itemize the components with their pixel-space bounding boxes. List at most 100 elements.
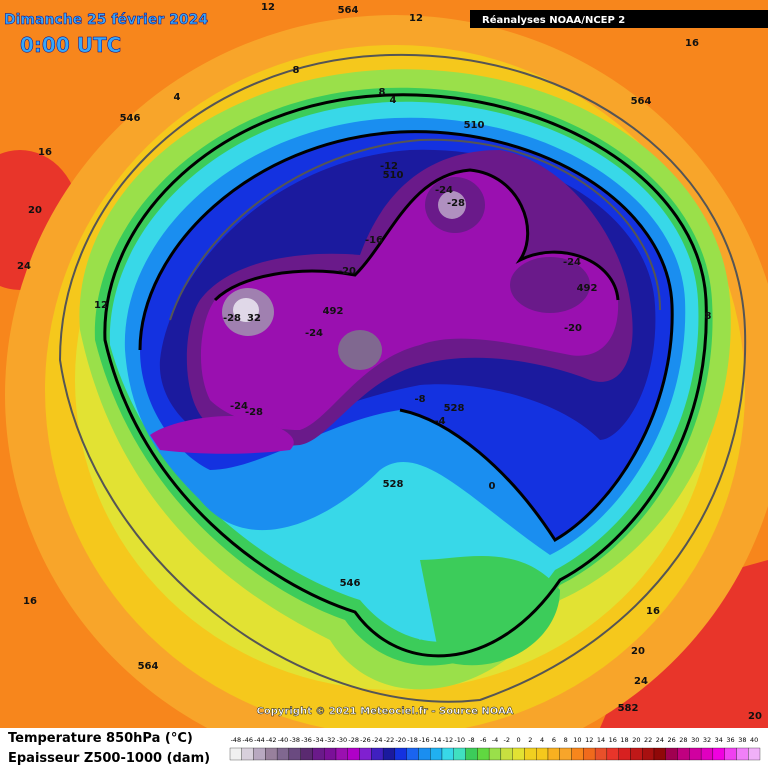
scale-swatch	[335, 747, 348, 761]
scale-label: -12	[443, 736, 454, 744]
thickness-lines	[58, 53, 747, 703]
contour-label: -12	[380, 161, 398, 172]
scale-label: 36	[726, 736, 734, 744]
scale-swatch	[748, 747, 761, 761]
scale-label: 4	[540, 736, 544, 744]
contour-label: 528	[444, 403, 465, 414]
contour-label: 546	[120, 113, 141, 124]
scale-swatch	[253, 747, 266, 761]
scale-swatch	[406, 747, 419, 761]
contour-label: -4	[434, 416, 445, 427]
scale-label: -48	[231, 736, 242, 744]
scale-swatch	[559, 747, 572, 761]
contour-label: -24	[230, 401, 248, 412]
scale-swatch	[488, 747, 502, 761]
scale-label: 32	[703, 736, 711, 744]
contour-label: 12	[261, 2, 275, 13]
contour-label: 492	[577, 283, 598, 294]
scale-swatch	[630, 747, 643, 761]
scale-label: -26	[360, 736, 371, 744]
contour-label: 8	[705, 311, 712, 322]
contour-label: 12	[409, 13, 423, 24]
contour-label: 16	[646, 606, 660, 617]
isotherms	[103, 93, 708, 658]
scale-swatch	[500, 747, 513, 761]
scale-swatch	[382, 747, 396, 761]
scale-label: -20	[395, 736, 406, 744]
scale-swatch	[571, 747, 584, 761]
scale-swatch	[359, 747, 372, 761]
scale-swatch	[689, 747, 702, 761]
scale-swatch	[712, 747, 725, 761]
scale-label: 6	[552, 736, 556, 744]
contour-label: -24	[563, 257, 581, 268]
contour-label: 20	[28, 205, 42, 216]
scale-swatch	[453, 747, 466, 761]
scale-label: 20	[632, 736, 640, 744]
contour-label: -28	[447, 198, 465, 209]
scale-label: 12	[585, 736, 593, 744]
scale-swatch	[677, 747, 690, 761]
scale-label: -38	[289, 736, 300, 744]
copyright: Copyright © 2021 Meteociel.fr - Source N…	[257, 706, 514, 717]
scale-swatch	[324, 747, 337, 761]
scale-label: -36	[301, 736, 312, 744]
contour-label: -24	[305, 328, 323, 339]
scale-swatch	[265, 747, 278, 761]
scale-swatch	[606, 747, 619, 761]
scale-swatch	[512, 747, 525, 761]
scale-swatch	[642, 747, 655, 761]
scale-swatch	[547, 747, 560, 761]
color-scale: -48 -46 -44 -42 -40 -38 -36 -34 -32 -30 -28 -26 -24-…	[229, 736, 761, 761]
contour-label: -20	[564, 323, 582, 334]
scale-label: -30	[337, 736, 348, 744]
scale-label: 40	[750, 736, 758, 744]
contour-label: 510	[464, 120, 485, 131]
scale-label: 18	[620, 736, 628, 744]
scale-label: -44	[254, 736, 265, 744]
scale-label: 24	[656, 736, 664, 744]
scale-swatch	[347, 747, 360, 761]
scale-label: -8	[468, 736, 474, 744]
contour-label: 24	[634, 676, 648, 687]
contour-label: 16	[685, 38, 699, 49]
scale-swatch	[536, 747, 549, 761]
scale-label: -34	[313, 736, 324, 744]
scale-swatch	[430, 747, 443, 761]
contour-label: -28	[245, 407, 263, 418]
scale-label: -24	[372, 736, 383, 744]
contour-label: 24	[17, 261, 31, 272]
scale-swatch	[229, 747, 242, 761]
scale-label: -42	[266, 736, 277, 744]
contour-label: 8	[379, 87, 386, 98]
contour-label: 4	[390, 95, 397, 106]
scale-swatch	[441, 747, 454, 761]
contour-label: -8	[414, 394, 425, 405]
date: Dimanche 25 février 2024	[4, 12, 208, 28]
scale-label: 14	[597, 736, 605, 744]
scale-label: -22	[384, 736, 395, 744]
scale-swatch	[465, 747, 478, 761]
scale-label: 0	[516, 736, 520, 744]
scale-label: 10	[573, 736, 581, 744]
contour-label: -24	[435, 185, 453, 196]
contour-label: 0	[489, 481, 496, 492]
scale-label: -14	[431, 736, 442, 744]
scale-label: -4	[492, 736, 498, 744]
contour-label: 32	[247, 313, 261, 324]
scale-swatch	[312, 747, 325, 761]
scale-label: -40	[278, 736, 289, 744]
contour-label: 510	[383, 170, 404, 181]
scale-swatch	[736, 747, 749, 761]
contour-label: -28	[223, 313, 241, 324]
scale-label: 28	[679, 736, 687, 744]
contour-label: 582	[618, 703, 639, 714]
scale-swatch	[583, 747, 596, 761]
scale-label: 2	[528, 736, 532, 744]
scale-swatch	[653, 747, 666, 761]
contour-label: 564	[338, 5, 359, 16]
scale-swatch	[288, 747, 301, 761]
scale-label: 16	[609, 736, 617, 744]
